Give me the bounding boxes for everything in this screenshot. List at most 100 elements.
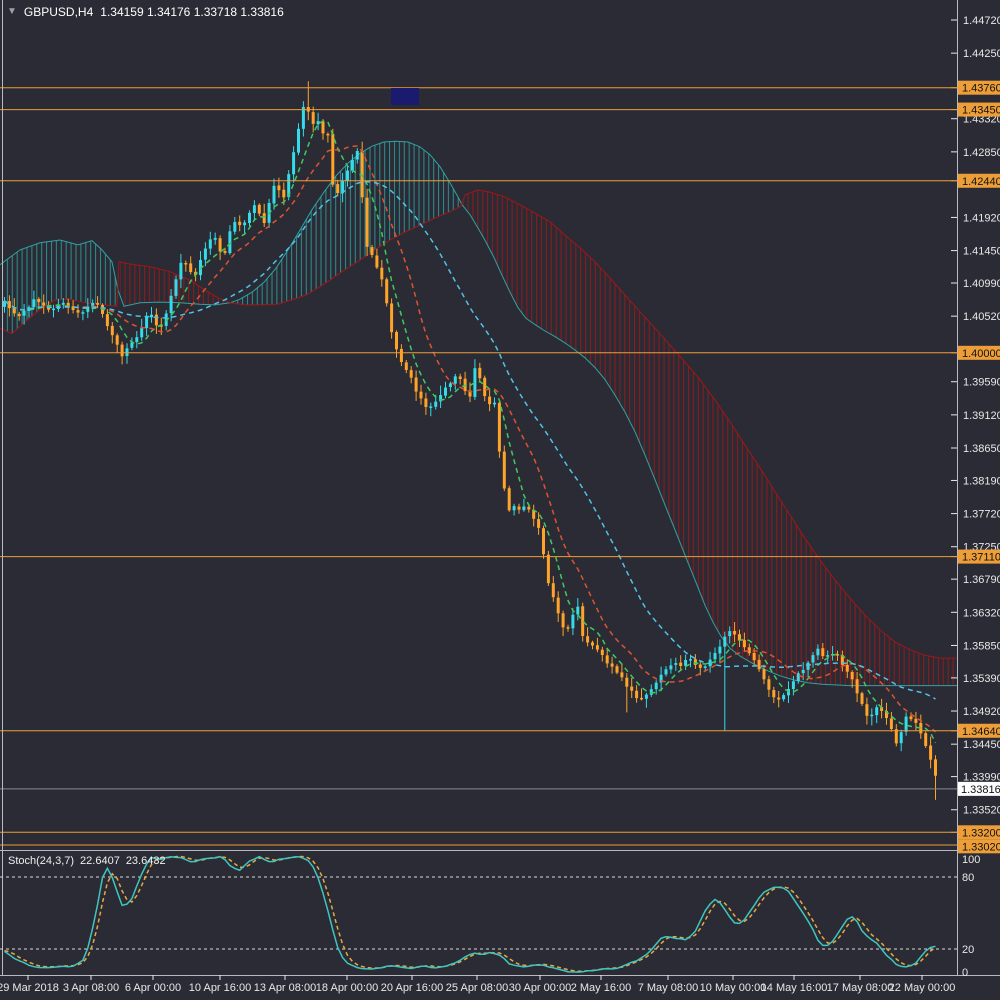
stochastic-signal-value: 23.6432 bbox=[125, 855, 166, 867]
time-tick-label[interactable]: 18 Apr 00:00 bbox=[316, 982, 378, 994]
price-tick-label: 1.35850 bbox=[963, 640, 1000, 652]
time-tick-label[interactable]: 14 May 16:00 bbox=[761, 982, 828, 994]
candle-body bbox=[742, 640, 746, 648]
candle-body bbox=[875, 707, 879, 716]
candle-body bbox=[635, 690, 639, 699]
candle-body bbox=[840, 655, 844, 665]
candle-body bbox=[919, 723, 923, 734]
candle-body bbox=[37, 299, 41, 303]
time-tick-label[interactable]: 10 May 00:00 bbox=[700, 982, 767, 994]
candle-body bbox=[546, 554, 550, 584]
candle-body bbox=[287, 174, 291, 197]
level-price-badge bbox=[958, 345, 1000, 360]
ohlc-values-label: 1.34159 1.34176 1.33718 1.33816 bbox=[100, 5, 284, 19]
candle-body bbox=[105, 314, 109, 327]
candle-body bbox=[845, 664, 849, 672]
time-tick-label[interactable]: 20 Apr 16:00 bbox=[381, 982, 443, 994]
candle-body bbox=[390, 303, 394, 333]
candle-body bbox=[453, 376, 457, 384]
candle-body bbox=[169, 295, 173, 314]
supply-zone-rect[interactable] bbox=[391, 87, 419, 106]
candle-body bbox=[566, 627, 570, 629]
candle-body bbox=[488, 396, 492, 405]
candle-body bbox=[649, 689, 653, 695]
candle-body bbox=[674, 663, 678, 665]
level-price-badge bbox=[958, 825, 1000, 840]
candle-body bbox=[733, 631, 737, 635]
candle-body bbox=[556, 597, 560, 614]
time-tick-label[interactable]: 3 Apr 08:00 bbox=[63, 982, 119, 994]
candle-body bbox=[301, 106, 305, 129]
candle-body bbox=[444, 387, 447, 396]
candle-body bbox=[135, 337, 139, 343]
price-tick-label: 1.41920 bbox=[963, 212, 1000, 224]
price-tick-label: 1.33520 bbox=[963, 805, 1000, 817]
time-tick-label[interactable]: 22 May 00:00 bbox=[889, 982, 956, 994]
candle-body bbox=[738, 634, 741, 641]
candle-body bbox=[826, 655, 830, 657]
time-tick-label[interactable]: 29 Mar 2018 bbox=[0, 982, 59, 994]
candle-body bbox=[689, 659, 692, 661]
candle-body bbox=[66, 302, 70, 307]
candle-body bbox=[233, 222, 237, 232]
price-tick-label: 1.44250 bbox=[963, 48, 1000, 60]
candle-body bbox=[208, 239, 212, 249]
cloud-bullish-region bbox=[230, 141, 461, 305]
candle-body bbox=[292, 152, 296, 175]
candle-body bbox=[713, 653, 717, 660]
candle-body bbox=[708, 659, 712, 667]
time-tick-label[interactable]: 25 Apr 08:00 bbox=[446, 982, 508, 994]
candle-body bbox=[561, 613, 565, 628]
time-tick-label[interactable]: 6 Apr 00:00 bbox=[125, 982, 181, 994]
candle-body bbox=[610, 663, 614, 667]
candle-body bbox=[81, 312, 85, 314]
candle-body bbox=[880, 707, 884, 711]
candle-body bbox=[894, 729, 898, 744]
price-tick-label: 1.35390 bbox=[963, 673, 1000, 685]
candle-body bbox=[42, 302, 46, 306]
candle-body bbox=[551, 583, 555, 598]
time-tick-label[interactable]: 2 May 16:00 bbox=[571, 982, 632, 994]
candle-body bbox=[218, 238, 222, 252]
candle-body bbox=[375, 255, 379, 268]
candle-body bbox=[76, 310, 80, 313]
candle-body bbox=[591, 642, 594, 646]
price-axis: 1.44720 1.44250 1.43320 1.42850 1.41920 1.414… bbox=[951, 15, 1000, 854]
price-tick-label: 1.34920 bbox=[963, 706, 1000, 718]
current-price-badge bbox=[958, 781, 1000, 796]
stoch-tick-label: 100 bbox=[962, 854, 980, 866]
time-tick-label[interactable]: 30 Apr 00:00 bbox=[509, 982, 571, 994]
candle-body bbox=[145, 316, 149, 329]
time-tick-label[interactable]: 10 Apr 16:00 bbox=[189, 982, 251, 994]
time-tick-label[interactable]: 13 Apr 08:00 bbox=[254, 982, 316, 994]
candle-body bbox=[61, 302, 65, 305]
collapse-triangle-icon[interactable]: ▼ bbox=[7, 6, 17, 17]
candle-body bbox=[395, 332, 398, 350]
candle-body bbox=[914, 718, 918, 723]
price-tick-label: 1.43320 bbox=[963, 114, 1000, 126]
candle-body bbox=[693, 659, 697, 665]
level-price-badge-text: 1.43450 bbox=[962, 105, 1000, 117]
candle-body bbox=[468, 390, 472, 397]
main-plot bbox=[0, 81, 957, 846]
candle-body bbox=[7, 301, 11, 309]
candle-body bbox=[640, 697, 643, 700]
candle-body bbox=[512, 506, 516, 511]
time-tick-label[interactable]: 7 May 08:00 bbox=[638, 982, 699, 994]
candle-body bbox=[659, 674, 663, 683]
candle-body bbox=[321, 121, 325, 134]
candle-body bbox=[150, 314, 153, 318]
candle-body bbox=[404, 362, 408, 370]
candle-body bbox=[664, 669, 668, 675]
candle-body bbox=[238, 221, 242, 226]
price-tick-label: 1.36320 bbox=[963, 607, 1000, 619]
time-tick-label[interactable]: 17 May 08:00 bbox=[827, 982, 894, 994]
candle-body bbox=[502, 451, 506, 489]
price-tick-label: 1.34450 bbox=[963, 739, 1000, 751]
candle-body bbox=[120, 344, 124, 357]
candle-body bbox=[889, 718, 893, 729]
candle-body bbox=[52, 308, 55, 311]
candle-body bbox=[850, 672, 854, 680]
stoch-main-line bbox=[4, 855, 936, 973]
